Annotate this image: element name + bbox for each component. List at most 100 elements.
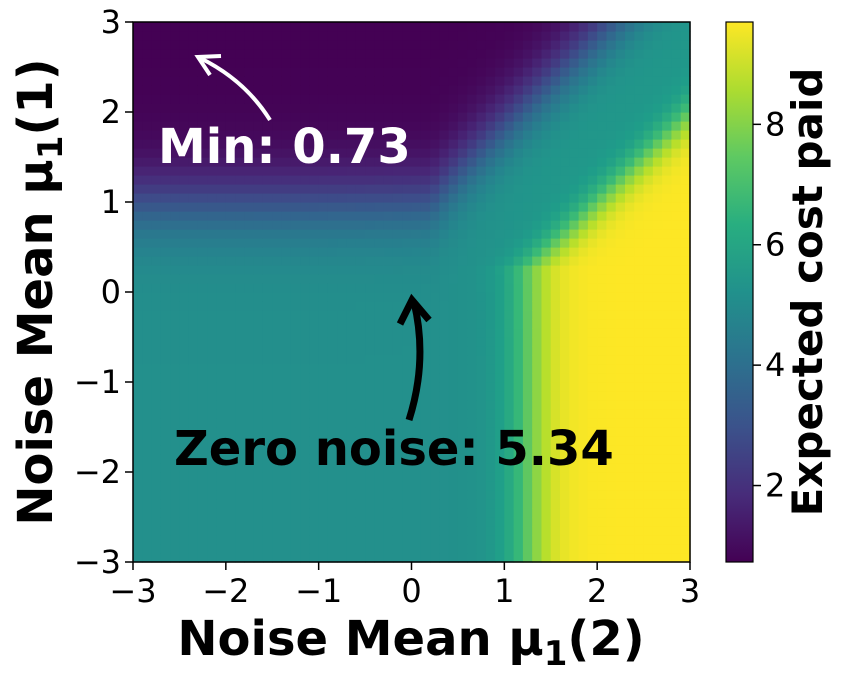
heatmap-cell — [615, 283, 626, 293]
heatmap-cell — [513, 355, 524, 365]
heatmap-cell — [513, 76, 524, 86]
heatmap-cell — [680, 418, 691, 428]
heatmap-cell — [151, 175, 162, 185]
heatmap-cell — [495, 508, 505, 518]
heatmap-cell — [160, 517, 171, 527]
heatmap-cell — [439, 373, 450, 383]
heatmap-cell — [355, 517, 366, 527]
heatmap-cell — [513, 175, 524, 185]
heatmap-cell — [318, 373, 329, 383]
heatmap-cell — [550, 373, 561, 383]
heatmap-cell — [142, 499, 153, 509]
heatmap-cell — [495, 247, 505, 257]
heatmap-cell — [262, 22, 273, 32]
heatmap-cell — [430, 193, 440, 203]
heatmap-cell — [550, 67, 561, 77]
heatmap-cell — [420, 463, 431, 473]
heatmap-cell — [207, 211, 218, 221]
heatmap-cell — [402, 184, 413, 194]
heatmap-cell — [160, 139, 171, 149]
heatmap-cell — [587, 535, 598, 545]
heatmap-cell — [606, 157, 617, 167]
heatmap-cell — [244, 112, 255, 122]
heatmap-cell — [142, 337, 153, 347]
heatmap-cell — [578, 76, 589, 86]
heatmap-cell — [662, 238, 673, 248]
heatmap-cell — [541, 382, 552, 392]
heatmap-cell — [485, 364, 496, 374]
heatmap-cell — [207, 346, 218, 356]
heatmap-cell — [560, 319, 570, 329]
heatmap-cell — [160, 409, 171, 419]
heatmap-cell — [197, 427, 208, 437]
heatmap-cell — [337, 472, 348, 482]
heatmap-cell — [374, 193, 385, 203]
heatmap-cell — [383, 229, 394, 239]
heatmap-cell — [578, 148, 589, 158]
heatmap-cell — [402, 85, 413, 95]
heatmap-cell — [457, 292, 468, 302]
heatmap-cell — [625, 256, 635, 266]
heatmap-cell — [457, 382, 468, 392]
heatmap-cell — [485, 148, 496, 158]
heatmap-cell — [133, 499, 143, 509]
heatmap-cell — [142, 166, 153, 176]
heatmap-cell — [467, 130, 478, 140]
heatmap-cell — [179, 382, 190, 392]
heatmap-cell — [504, 112, 515, 122]
heatmap-cell — [541, 499, 552, 509]
heatmap-cell — [309, 319, 320, 329]
heatmap-cell — [615, 517, 626, 527]
heatmap-cell — [634, 76, 645, 86]
heatmap-cell — [392, 121, 403, 131]
heatmap-cell — [457, 427, 468, 437]
x-tick-label: 1 — [494, 572, 514, 610]
heatmap-cell — [634, 193, 645, 203]
heatmap-cell — [179, 130, 190, 140]
heatmap-cell — [160, 427, 171, 437]
heatmap-cell — [597, 85, 608, 95]
heatmap-cell — [634, 400, 645, 410]
heatmap-cell — [448, 40, 459, 50]
heatmap-cell — [652, 319, 663, 329]
heatmap-cell — [625, 553, 635, 563]
heatmap-cell — [634, 184, 645, 194]
heatmap-cell — [235, 373, 245, 383]
heatmap-cell — [615, 454, 626, 464]
heatmap-cell — [216, 157, 227, 167]
heatmap-cell — [634, 418, 645, 428]
heatmap-cell — [133, 202, 143, 212]
heatmap-cell — [355, 391, 366, 401]
heatmap-cell — [485, 166, 496, 176]
heatmap-cell — [430, 103, 440, 113]
heatmap-cell — [355, 157, 366, 167]
heatmap-cell — [392, 85, 403, 95]
heatmap-cell — [281, 166, 292, 176]
heatmap-cell — [188, 166, 199, 176]
heatmap-cell — [179, 238, 190, 248]
heatmap-cell — [495, 409, 505, 419]
heatmap-cell — [327, 490, 338, 500]
heatmap-cell — [392, 274, 403, 284]
heatmap-cell — [365, 535, 375, 545]
heatmap-cell — [253, 85, 264, 95]
heatmap-cell — [467, 283, 478, 293]
heatmap-cell — [606, 535, 617, 545]
heatmap-cell — [671, 283, 682, 293]
heatmap-cell — [402, 526, 413, 536]
heatmap-cell — [262, 400, 273, 410]
zero-noise-arrow-head — [396, 293, 432, 326]
heatmap-cell — [179, 364, 190, 374]
heatmap-cell — [430, 184, 440, 194]
heatmap-cell — [272, 454, 283, 464]
heatmap-cell — [513, 292, 524, 302]
heatmap-cell — [680, 85, 691, 95]
heatmap-cell — [587, 256, 598, 266]
heatmap-cell — [309, 499, 320, 509]
heatmap-cell — [587, 229, 598, 239]
heatmap-cell — [309, 67, 320, 77]
heatmap-cell — [374, 445, 385, 455]
heatmap-cell — [290, 409, 301, 419]
heatmap-cell — [197, 265, 208, 275]
heatmap-cell — [671, 211, 682, 221]
